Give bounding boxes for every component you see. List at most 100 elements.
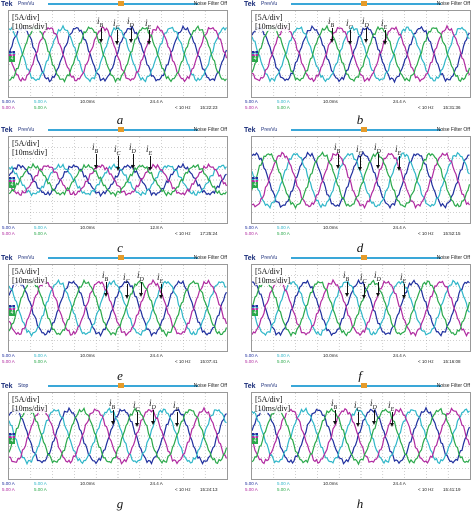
current-arrow-iE <box>390 412 394 427</box>
status-ch2: 5.00 A <box>277 225 290 230</box>
current-arrow-iB <box>336 154 340 169</box>
waveform-display: 1234[5A/div][10ms/div] <box>8 392 228 480</box>
status-freq: < 10 Hz <box>175 359 191 364</box>
current-arrow-iD <box>131 154 135 169</box>
panel-caption-e: e <box>117 368 123 383</box>
current-arrow-iC <box>125 284 129 299</box>
status-freq: < 10 Hz <box>418 105 434 110</box>
phase-current-trace-ch2 <box>252 25 470 83</box>
status-time: 17:25:24 <box>200 231 218 236</box>
status-time: 15:07:41 <box>200 359 218 364</box>
acquisition-mode: Stop <box>18 383 29 389</box>
trigger-position-marker <box>118 127 124 132</box>
channel-4-marker: 4 <box>252 437 258 444</box>
scope-status-bar: 5.00 A 5.00 A 5.00 A 5.00 A 10.0ms 24.4 A < 10… <box>0 99 231 110</box>
scope-status-bar: 5.00 A 5.00 A 5.00 A 5.00 A 10.0ms 24.4 A < 10… <box>0 481 231 492</box>
current-arrow-iD <box>376 282 380 297</box>
status-trig: 12.8 A <box>150 225 163 230</box>
status-time: 15:31:36 <box>443 105 461 110</box>
phase-current-trace-ch2 <box>9 163 227 197</box>
scope-status-bar: 5.00 A 5.00 A 5.00 A 5.00 A 10.0ms 24.4 A < 10… <box>0 353 231 364</box>
status-trig: 24.4 A <box>393 99 406 104</box>
phase-current-trace-ch4 <box>9 407 227 465</box>
acquisition-mode: PrevVu <box>18 255 35 261</box>
phase-current-trace-ch2 <box>252 151 470 210</box>
current-arrow-iE <box>148 156 152 171</box>
current-label-iC: iC <box>354 400 361 413</box>
status-time: 15:24:13 <box>200 487 218 492</box>
status-ch3: 5.00 A <box>245 105 258 110</box>
status-freq: < 10 Hz <box>418 231 434 236</box>
status-trig: 24.4 A <box>393 481 406 486</box>
acquisition-mode: PrevVu <box>18 1 35 7</box>
status-tb: 10.0ms <box>80 481 95 486</box>
status-tb: 10.0ms <box>323 481 338 486</box>
current-label-iE: iE <box>173 400 180 413</box>
waveform-svg <box>252 393 470 479</box>
record-position-bar <box>48 255 198 260</box>
phase-current-trace-ch1 <box>9 24 227 83</box>
trigger-position-marker <box>118 255 124 260</box>
current-arrow-iE <box>175 412 179 427</box>
current-label-iE: iE <box>395 144 402 157</box>
status-ch2: 5.00 A <box>34 353 47 358</box>
phase-current-trace-ch2 <box>252 407 470 465</box>
status-time: 15:41:19 <box>443 487 461 492</box>
status-ch2: 5.00 A <box>34 225 47 230</box>
scale-time-label: [10ms/div] <box>12 22 48 31</box>
status-tb: 10.0ms <box>80 353 95 358</box>
status-ch4: 5.00 A <box>34 359 47 364</box>
scale-amp-label: [5A/div] <box>255 395 283 404</box>
channel-4-marker: 4 <box>252 55 258 62</box>
current-arrow-iC <box>362 284 366 299</box>
current-label-iB: iB <box>334 142 341 155</box>
trigger-position-marker <box>361 383 367 388</box>
phase-current-trace-ch1 <box>252 278 470 337</box>
phase-current-trace-ch3 <box>9 162 227 197</box>
status-ch3: 5.00 A <box>2 359 15 364</box>
status-ch1: 5.00 A <box>245 99 258 104</box>
status-ch4: 5.00 A <box>34 105 47 110</box>
waveform-svg <box>9 393 227 479</box>
record-position-bar <box>291 1 441 6</box>
phase-current-trace-ch4 <box>252 279 470 338</box>
current-label-iE: iE <box>388 400 395 413</box>
status-ch1: 5.00 A <box>2 481 15 486</box>
current-label-iC: iC <box>346 18 353 31</box>
status-ch1: 5.00 A <box>245 481 258 486</box>
status-ch4: 5.00 A <box>34 231 47 236</box>
noise-filter-status: Noise Filter Off <box>193 127 227 133</box>
tek-logo: Tek <box>1 383 13 390</box>
scale-time-label: [10ms/div] <box>12 276 48 285</box>
current-label-iD: iD <box>374 142 381 155</box>
scope-top-bar: Tek PrevVu Noise Filter Off <box>243 0 474 9</box>
current-label-iB: iB <box>92 142 99 155</box>
scale-time-label: [10ms/div] <box>255 22 291 31</box>
panel-caption-g: g <box>116 496 124 511</box>
channel-4-marker: 4 <box>9 437 15 444</box>
current-label-iC: iC <box>356 144 363 157</box>
trigger-position-marker <box>118 1 124 6</box>
status-ch3: 5.00 A <box>2 487 15 492</box>
current-arrow-iB <box>333 410 337 425</box>
channel-4-marker: 4 <box>252 309 258 316</box>
scale-amp-label: [5A/div] <box>12 13 40 22</box>
current-label-iD: iD <box>129 142 136 155</box>
current-label-iD: iD <box>137 270 144 283</box>
status-ch3: 5.00 A <box>245 359 258 364</box>
current-arrow-iD <box>372 410 376 425</box>
noise-filter-status: Noise Filter Off <box>193 383 227 389</box>
status-ch3: 5.00 A <box>2 105 15 110</box>
current-label-iE: iE <box>146 144 153 157</box>
status-freq: < 10 Hz <box>175 487 191 492</box>
status-tb: 10.0ms <box>80 225 95 230</box>
phase-current-trace-ch4 <box>252 151 470 210</box>
status-trig: 24.4 A <box>150 481 163 486</box>
current-label-iC: iC <box>114 144 121 157</box>
scale-amp-label: [5A/div] <box>255 13 283 22</box>
tek-logo: Tek <box>244 383 256 390</box>
status-ch4: 5.00 A <box>277 359 290 364</box>
